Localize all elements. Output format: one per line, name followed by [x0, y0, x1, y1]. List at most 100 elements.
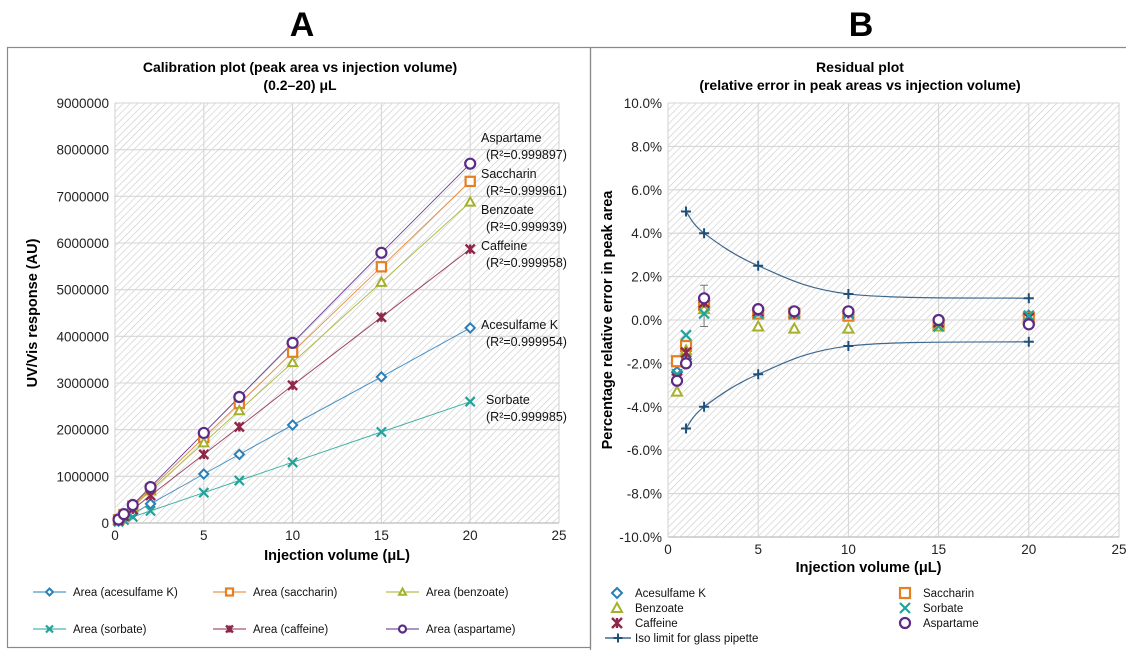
- b-iso-point: [699, 228, 710, 239]
- b-point-benzoate: [670, 384, 684, 397]
- a-point-acesulfame: [233, 448, 246, 461]
- a-annotation-name-saccharin: Saccharin: [481, 167, 537, 181]
- a-legend-label: Area (acesulfame K): [73, 587, 178, 599]
- a-legend-item-caffeine: Area (caffeine): [213, 624, 328, 636]
- a-point-acesulfame: [144, 497, 157, 510]
- a-point-aspartame: [233, 390, 246, 404]
- panel-b-letter: B: [849, 6, 874, 44]
- a-x-tick-label: 25: [551, 528, 566, 543]
- b-y-tick-label: -8.0%: [627, 487, 662, 502]
- b-legend-item-benzoate: Benzoate: [610, 600, 684, 615]
- a-legend-marker: [224, 587, 235, 597]
- b-iso-point: [843, 341, 854, 352]
- a-annotation-name-acesulfame: Acesulfame K: [481, 318, 559, 332]
- a-annotation-name-benzoate: Benzoate: [481, 203, 534, 217]
- a-y-tick-label: 6000000: [56, 236, 109, 251]
- a-point-saccharin: [464, 175, 476, 188]
- b-y-tick-label: 10.0%: [624, 96, 662, 111]
- a-annotation-name-caffeine: Caffeine: [481, 239, 527, 253]
- b-x-tick-label: 5: [754, 542, 762, 557]
- a-legend-item-acesulfame: Area (acesulfame K): [33, 587, 178, 599]
- a-x-tick-label: 15: [374, 528, 389, 543]
- a-legend-item-aspartame: Area (aspartame): [386, 624, 516, 636]
- a-point-sorbate: [198, 487, 210, 499]
- b-legend-marker: [611, 617, 623, 629]
- b-y-tick-label: -2.0%: [627, 356, 662, 371]
- b-y-tick-label: 4.0%: [631, 226, 662, 241]
- a-point-benzoate: [463, 195, 477, 207]
- b-legend-item-caffeine: Caffeine: [611, 617, 678, 630]
- a-point-sorbate: [376, 426, 387, 438]
- residual-chart: 0 5 10 15 20 25 -10.0% -8.0% -6.0% -4.0% -2.0% 0.0%…: [600, 96, 1126, 645]
- a-legend-label: Area (sorbate): [73, 624, 147, 636]
- b-y-tick-label: 2.0%: [631, 270, 662, 285]
- b-x-tick-label: 25: [1111, 542, 1126, 557]
- panel-a-letter: A: [290, 6, 315, 44]
- a-point-sorbate: [464, 396, 476, 408]
- b-point-benzoate: [751, 319, 765, 332]
- b-y-tick-label: 8.0%: [631, 139, 662, 154]
- a-point-benzoate: [286, 355, 299, 368]
- b-point-aspartame: [679, 357, 693, 370]
- a-point-saccharin: [375, 261, 388, 273]
- b-iso-lower-curve: [685, 341, 1029, 429]
- a-legend-marker: [397, 624, 408, 634]
- b-legend-label: Acesulfame K: [635, 588, 706, 600]
- b-iso-point: [753, 260, 764, 271]
- calibration-chart: 0 5 10 15 20 25 0 1000000 2000000 3000000 4000000 5…: [25, 96, 567, 636]
- b-x-tick-label: 10: [841, 542, 856, 557]
- a-point-aspartame: [375, 246, 388, 259]
- a-legend-marker: [225, 624, 234, 634]
- b-point-aspartame: [670, 374, 684, 387]
- b-x-axis-label: Injection volume (μL): [796, 560, 942, 576]
- b-legend-label: Saccharin: [923, 588, 974, 600]
- a-x-tick-label: 20: [463, 528, 478, 543]
- chart-a-title: Calibration plot (peak area vs injection…: [143, 59, 457, 75]
- a-y-tick-label: 3000000: [56, 376, 109, 391]
- a-annotation-r2-benzoate: (R²=0.999939): [486, 220, 567, 234]
- b-y-tick-label: -6.0%: [627, 443, 662, 458]
- b-point-sorbate: [680, 329, 692, 341]
- a-x-tick-label: 0: [111, 528, 119, 543]
- a-y-tick-label: 8000000: [56, 143, 109, 158]
- b-y-axis-label: Percentage relative error in peak area: [600, 190, 616, 450]
- a-y-axis-label: UV/Vis response (AU): [25, 238, 41, 387]
- a-legend-label: Area (aspartame): [426, 624, 516, 636]
- a-point-caffeine: [375, 311, 387, 323]
- a-annotation-name-sorbate: Sorbate: [486, 393, 530, 407]
- a-legend-label: Area (caffeine): [253, 624, 328, 636]
- a-y-tick-label: 9000000: [56, 96, 109, 111]
- b-point-aspartame: [788, 305, 801, 318]
- a-point-benzoate: [233, 403, 246, 416]
- a-point-benzoate: [375, 275, 388, 287]
- b-iso-upper-curve: [685, 211, 1029, 299]
- a-legend-item-sorbate: Area (sorbate): [33, 624, 147, 636]
- a-y-tick-label: 5000000: [56, 283, 109, 298]
- a-annotation-r2-acesulfame: (R²=0.999954): [486, 335, 567, 349]
- b-x-tick-label: 0: [664, 542, 672, 557]
- a-annotation-name-aspartame: Aspartame: [481, 131, 541, 145]
- a-point-aspartame: [117, 508, 130, 521]
- b-x-tick-label: 15: [931, 542, 946, 557]
- a-y-tick-label: 7000000: [56, 189, 109, 204]
- a-x-tick-label: 5: [200, 528, 208, 543]
- a-plot-area: [115, 103, 559, 523]
- chart-a-subtitle: (0.2–20) μL: [263, 77, 337, 93]
- b-legend-item-iso: Iso limit for glass pipette: [605, 633, 758, 645]
- a-point-aspartame: [144, 480, 157, 494]
- a-annotation-r2-caffeine: (R²=0.999958): [486, 256, 567, 270]
- b-y-tick-label: 0.0%: [631, 313, 662, 328]
- b-legend-label: Iso limit for glass pipette: [635, 633, 758, 645]
- b-point-aspartame: [1022, 318, 1035, 331]
- a-point-aspartame: [286, 336, 299, 349]
- a-point-aspartame: [126, 498, 139, 512]
- a-legend-item-saccharin: Area (saccharin): [213, 587, 338, 599]
- b-legend-marker: [610, 586, 624, 600]
- a-point-sorbate: [145, 505, 156, 517]
- a-x-tick-label: 10: [285, 528, 300, 543]
- a-legend-label: Area (benzoate): [426, 587, 509, 599]
- a-point-acesulfame: [375, 370, 388, 383]
- chart-b-title: Residual plot: [816, 59, 904, 75]
- b-iso-point: [699, 401, 710, 412]
